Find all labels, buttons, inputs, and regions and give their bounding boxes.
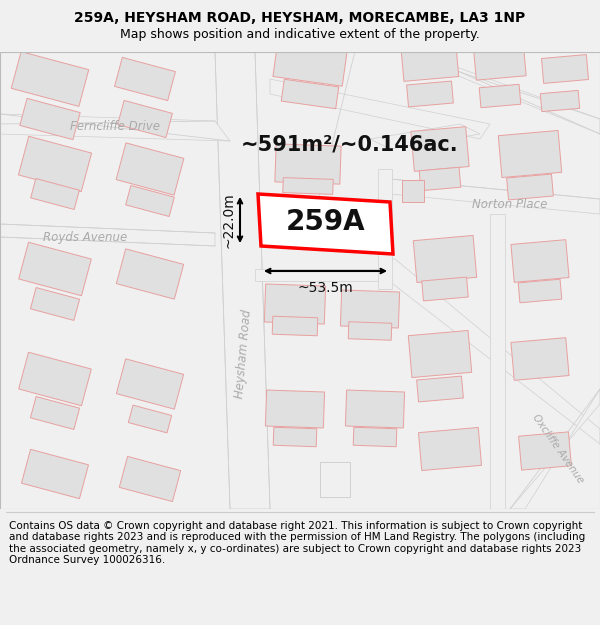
Polygon shape bbox=[125, 186, 175, 216]
Polygon shape bbox=[518, 279, 562, 302]
Polygon shape bbox=[258, 194, 393, 254]
Polygon shape bbox=[275, 144, 341, 184]
Polygon shape bbox=[283, 177, 333, 194]
Polygon shape bbox=[281, 79, 339, 109]
Polygon shape bbox=[540, 91, 580, 112]
Text: ~53.5m: ~53.5m bbox=[298, 281, 353, 295]
Polygon shape bbox=[511, 338, 569, 381]
Polygon shape bbox=[416, 376, 463, 402]
Polygon shape bbox=[116, 143, 184, 195]
Text: 259A, HEYSHAM ROAD, HEYSHAM, MORECAMBE, LA3 1NP: 259A, HEYSHAM ROAD, HEYSHAM, MORECAMBE, … bbox=[74, 11, 526, 26]
Polygon shape bbox=[340, 290, 400, 328]
Polygon shape bbox=[19, 242, 91, 296]
Polygon shape bbox=[118, 101, 172, 138]
Polygon shape bbox=[31, 288, 80, 321]
Polygon shape bbox=[353, 428, 397, 447]
Polygon shape bbox=[346, 390, 404, 428]
Polygon shape bbox=[400, 52, 600, 134]
Text: Royds Avenue: Royds Avenue bbox=[43, 231, 127, 244]
Polygon shape bbox=[270, 79, 490, 139]
Text: Contains OS data © Crown copyright and database right 2021. This information is : Contains OS data © Crown copyright and d… bbox=[9, 521, 585, 566]
Polygon shape bbox=[390, 179, 600, 214]
Polygon shape bbox=[511, 239, 569, 282]
Text: Heysham Road: Heysham Road bbox=[233, 309, 253, 399]
Polygon shape bbox=[19, 352, 91, 406]
Polygon shape bbox=[541, 54, 589, 83]
Polygon shape bbox=[378, 169, 392, 289]
Polygon shape bbox=[498, 131, 562, 178]
Text: Ferncliffe Drive: Ferncliffe Drive bbox=[70, 121, 160, 134]
Polygon shape bbox=[370, 124, 480, 149]
Polygon shape bbox=[380, 259, 600, 444]
Polygon shape bbox=[401, 47, 459, 81]
Polygon shape bbox=[115, 58, 175, 101]
Polygon shape bbox=[474, 48, 526, 80]
Polygon shape bbox=[320, 461, 350, 496]
Polygon shape bbox=[418, 428, 482, 471]
Polygon shape bbox=[413, 236, 477, 282]
Text: ~591m²/~0.146ac.: ~591m²/~0.146ac. bbox=[241, 134, 459, 154]
Polygon shape bbox=[273, 428, 317, 447]
Polygon shape bbox=[20, 98, 80, 139]
Polygon shape bbox=[518, 432, 571, 470]
Polygon shape bbox=[479, 84, 521, 107]
Polygon shape bbox=[116, 249, 184, 299]
Polygon shape bbox=[265, 284, 326, 324]
Polygon shape bbox=[272, 316, 318, 336]
Polygon shape bbox=[31, 396, 80, 429]
Polygon shape bbox=[11, 52, 89, 106]
Polygon shape bbox=[255, 269, 380, 281]
Polygon shape bbox=[419, 168, 461, 191]
Text: Map shows position and indicative extent of the property.: Map shows position and indicative extent… bbox=[120, 28, 480, 41]
Polygon shape bbox=[19, 136, 92, 192]
Polygon shape bbox=[407, 81, 454, 107]
Polygon shape bbox=[265, 390, 325, 428]
Polygon shape bbox=[273, 42, 347, 86]
Text: Norton Place: Norton Place bbox=[472, 198, 548, 211]
Text: Oxcliffe Avenue: Oxcliffe Avenue bbox=[530, 412, 586, 486]
Text: 259A: 259A bbox=[286, 208, 365, 236]
Polygon shape bbox=[119, 456, 181, 502]
Polygon shape bbox=[411, 127, 469, 171]
Polygon shape bbox=[128, 405, 172, 433]
Polygon shape bbox=[506, 174, 553, 200]
Polygon shape bbox=[0, 114, 230, 141]
Polygon shape bbox=[402, 180, 424, 202]
Polygon shape bbox=[22, 449, 89, 499]
Polygon shape bbox=[0, 224, 215, 246]
Text: ~22.0m: ~22.0m bbox=[221, 192, 235, 248]
Polygon shape bbox=[215, 52, 270, 509]
Polygon shape bbox=[408, 331, 472, 378]
Polygon shape bbox=[31, 179, 79, 209]
Polygon shape bbox=[422, 277, 468, 301]
Polygon shape bbox=[348, 322, 392, 340]
Polygon shape bbox=[116, 359, 184, 409]
Polygon shape bbox=[510, 389, 600, 509]
Polygon shape bbox=[490, 214, 505, 509]
